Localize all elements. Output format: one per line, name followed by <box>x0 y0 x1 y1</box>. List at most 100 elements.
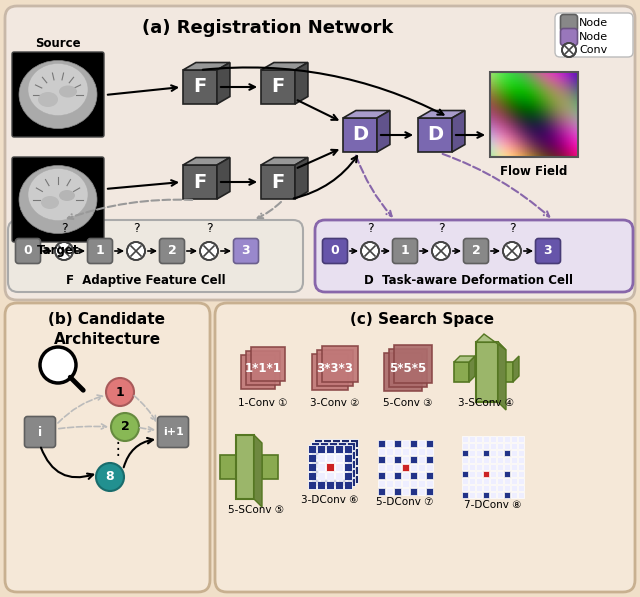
Text: Conv: Conv <box>579 45 607 55</box>
FancyBboxPatch shape <box>394 456 401 463</box>
Text: 8: 8 <box>106 470 115 484</box>
FancyBboxPatch shape <box>323 238 348 263</box>
FancyBboxPatch shape <box>417 463 424 470</box>
FancyBboxPatch shape <box>338 460 346 468</box>
Text: 0: 0 <box>331 245 339 257</box>
Text: 2: 2 <box>168 245 177 257</box>
FancyBboxPatch shape <box>320 451 328 459</box>
Text: ?: ? <box>61 222 67 235</box>
Circle shape <box>96 463 124 491</box>
FancyBboxPatch shape <box>536 238 561 263</box>
Text: F: F <box>193 78 207 97</box>
Polygon shape <box>261 63 308 70</box>
FancyBboxPatch shape <box>410 479 417 487</box>
Polygon shape <box>183 165 217 199</box>
FancyBboxPatch shape <box>338 442 346 450</box>
FancyBboxPatch shape <box>401 472 408 479</box>
Text: ?: ? <box>132 222 140 235</box>
FancyBboxPatch shape <box>476 342 498 402</box>
FancyBboxPatch shape <box>469 464 475 470</box>
Circle shape <box>106 378 134 406</box>
Polygon shape <box>295 158 308 199</box>
FancyBboxPatch shape <box>426 463 433 470</box>
FancyBboxPatch shape <box>344 445 352 453</box>
FancyBboxPatch shape <box>504 471 510 477</box>
FancyBboxPatch shape <box>323 439 331 447</box>
Text: Source: Source <box>35 37 81 50</box>
FancyBboxPatch shape <box>410 448 417 454</box>
FancyBboxPatch shape <box>476 464 482 470</box>
FancyBboxPatch shape <box>332 457 340 465</box>
Polygon shape <box>261 70 295 104</box>
FancyBboxPatch shape <box>332 475 340 483</box>
FancyBboxPatch shape <box>320 478 328 486</box>
FancyBboxPatch shape <box>311 460 319 468</box>
FancyBboxPatch shape <box>504 436 510 442</box>
FancyBboxPatch shape <box>314 439 322 447</box>
Circle shape <box>361 242 379 260</box>
Text: D: D <box>427 125 443 144</box>
FancyBboxPatch shape <box>410 439 417 447</box>
FancyBboxPatch shape <box>308 481 316 489</box>
FancyBboxPatch shape <box>462 478 468 484</box>
FancyBboxPatch shape <box>511 450 517 456</box>
FancyBboxPatch shape <box>241 355 275 389</box>
FancyBboxPatch shape <box>511 457 517 463</box>
FancyBboxPatch shape <box>469 478 475 484</box>
FancyBboxPatch shape <box>378 439 385 447</box>
FancyBboxPatch shape <box>335 463 343 471</box>
FancyBboxPatch shape <box>308 454 316 462</box>
FancyBboxPatch shape <box>497 478 503 484</box>
Text: F: F <box>271 173 285 192</box>
FancyBboxPatch shape <box>329 460 337 468</box>
FancyBboxPatch shape <box>384 353 422 391</box>
FancyBboxPatch shape <box>504 443 510 449</box>
FancyBboxPatch shape <box>462 443 468 449</box>
FancyBboxPatch shape <box>88 238 113 263</box>
Text: (c) Search Space: (c) Search Space <box>350 312 494 327</box>
FancyBboxPatch shape <box>311 442 319 450</box>
FancyBboxPatch shape <box>392 238 417 263</box>
FancyBboxPatch shape <box>394 439 401 447</box>
FancyBboxPatch shape <box>335 472 343 480</box>
Polygon shape <box>183 70 217 104</box>
FancyBboxPatch shape <box>394 448 401 454</box>
FancyBboxPatch shape <box>483 485 489 491</box>
FancyBboxPatch shape <box>12 52 104 137</box>
FancyBboxPatch shape <box>490 485 496 491</box>
FancyBboxPatch shape <box>350 439 358 447</box>
Text: 5-DConv ⑦: 5-DConv ⑦ <box>376 497 434 507</box>
FancyBboxPatch shape <box>311 478 319 486</box>
Text: 1-Conv ①: 1-Conv ① <box>238 398 288 408</box>
FancyBboxPatch shape <box>385 463 392 470</box>
FancyBboxPatch shape <box>476 457 482 463</box>
FancyBboxPatch shape <box>490 450 496 456</box>
FancyBboxPatch shape <box>462 485 468 491</box>
Text: F: F <box>271 78 285 97</box>
FancyBboxPatch shape <box>347 442 355 450</box>
FancyBboxPatch shape <box>483 436 489 442</box>
Polygon shape <box>498 342 506 410</box>
FancyBboxPatch shape <box>401 456 408 463</box>
FancyBboxPatch shape <box>338 469 346 477</box>
FancyBboxPatch shape <box>332 439 340 447</box>
FancyBboxPatch shape <box>497 457 503 463</box>
Polygon shape <box>261 165 295 199</box>
FancyBboxPatch shape <box>483 457 489 463</box>
FancyBboxPatch shape <box>518 443 524 449</box>
Polygon shape <box>343 110 390 118</box>
FancyBboxPatch shape <box>417 479 424 487</box>
Ellipse shape <box>38 92 58 107</box>
FancyBboxPatch shape <box>462 450 468 456</box>
Polygon shape <box>217 158 230 199</box>
FancyBboxPatch shape <box>394 479 401 487</box>
FancyBboxPatch shape <box>462 471 468 477</box>
Polygon shape <box>452 110 465 152</box>
FancyBboxPatch shape <box>426 456 433 463</box>
Text: 5-Conv ③: 5-Conv ③ <box>383 398 433 408</box>
FancyBboxPatch shape <box>311 469 319 477</box>
FancyBboxPatch shape <box>561 14 577 32</box>
FancyBboxPatch shape <box>483 478 489 484</box>
FancyBboxPatch shape <box>511 478 517 484</box>
FancyBboxPatch shape <box>463 238 488 263</box>
